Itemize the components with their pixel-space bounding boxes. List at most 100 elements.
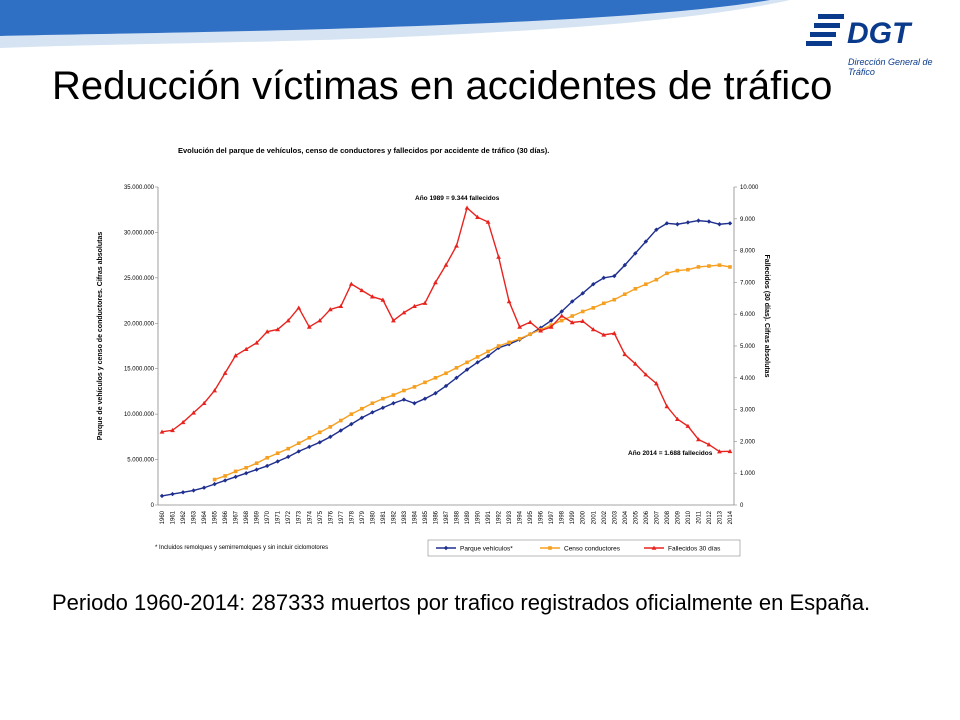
- x-tick-label: 2005: [633, 510, 639, 524]
- data-point: [338, 303, 344, 309]
- chart-title: Evolución del parque de vehículos, censo…: [178, 146, 549, 155]
- data-point: [559, 318, 564, 323]
- x-tick-label: 1986: [433, 510, 439, 524]
- y2-tick-label: 1.000: [740, 471, 756, 477]
- data-point: [222, 478, 228, 483]
- y2-tick-label: 4.000: [740, 376, 756, 382]
- data-point: [707, 264, 711, 268]
- data-point: [264, 463, 270, 469]
- data-point: [686, 267, 690, 272]
- data-point: [222, 370, 228, 375]
- data-point: [622, 262, 628, 268]
- logo-subtitle: Dirección General de Tráfico: [848, 57, 933, 77]
- data-point: [212, 477, 217, 482]
- y2-tick-label: 10.000: [740, 185, 759, 191]
- data-point: [412, 303, 417, 309]
- data-point: [191, 488, 196, 493]
- slide-body: Periodo 1960-2014: 287333 muertos por tr…: [52, 590, 871, 615]
- x-tick-label: 1960: [160, 510, 166, 524]
- data-point: [275, 451, 280, 456]
- data-point: [569, 320, 575, 325]
- data-point: [317, 430, 322, 435]
- data-point: [275, 459, 280, 464]
- y2-tick-label: 0: [740, 503, 744, 509]
- x-tick-label: 1975: [318, 510, 324, 524]
- x-tick-label: 2011: [696, 510, 702, 524]
- data-point: [212, 388, 217, 393]
- x-tick-label: 1987: [444, 510, 450, 524]
- data-point: [159, 493, 165, 499]
- annotation: Año 1989 = 9.344 fallecidos: [415, 195, 500, 202]
- x-tick-label: 1969: [255, 510, 261, 524]
- logo-name: DGT: [847, 17, 913, 50]
- data-point: [401, 310, 407, 315]
- data-point: [159, 429, 165, 434]
- data-point: [727, 221, 733, 226]
- series-line: [161, 206, 731, 453]
- data-point: [485, 353, 491, 359]
- x-tick-label: 1984: [412, 510, 418, 524]
- data-point: [306, 324, 312, 329]
- legend-marker: [443, 545, 449, 551]
- x-tick-label: 1976: [328, 510, 334, 524]
- data-point: [264, 329, 270, 334]
- data-point: [170, 427, 175, 433]
- x-tick-label: 2010: [686, 510, 692, 524]
- y-axis-label: Parque de vehículos y censo de conductor…: [97, 232, 104, 441]
- x-tick-label: 2013: [717, 510, 723, 524]
- y2-tick-label: 3.000: [740, 408, 756, 414]
- data-point: [443, 383, 449, 389]
- y-tick-label: 35.000.000: [124, 185, 155, 191]
- data-point: [475, 360, 480, 365]
- data-point: [517, 336, 522, 341]
- data-point: [685, 423, 691, 428]
- data-point: [580, 309, 585, 314]
- x-tick-label: 2006: [644, 510, 650, 524]
- y-tick-label: 20.000.000: [124, 321, 155, 327]
- data-point: [443, 262, 449, 267]
- data-point: [381, 396, 385, 401]
- data-point: [548, 324, 554, 329]
- y-tick-label: 10.000.000: [124, 412, 155, 418]
- data-point: [170, 491, 175, 497]
- x-tick-label: 1990: [476, 510, 482, 524]
- data-point: [339, 418, 343, 423]
- data-point: [685, 220, 691, 225]
- data-point: [706, 442, 712, 447]
- data-point: [570, 314, 575, 318]
- data-point: [285, 318, 291, 323]
- data-point: [180, 419, 186, 425]
- data-point: [464, 367, 470, 372]
- x-tick-label: 2009: [675, 510, 681, 524]
- x-tick-label: 1997: [549, 510, 555, 524]
- data-point: [275, 327, 281, 332]
- data-point: [254, 467, 259, 472]
- x-tick-label: 1968: [244, 510, 250, 524]
- data-point: [717, 449, 722, 454]
- data-point: [580, 291, 585, 296]
- data-point: [349, 421, 354, 427]
- data-point: [675, 222, 680, 227]
- x-tick-label: 2003: [612, 510, 618, 524]
- data-point: [527, 319, 533, 324]
- data-point: [665, 271, 669, 276]
- x-tick-label: 2007: [654, 510, 660, 524]
- data-point: [244, 465, 248, 470]
- data-point: [254, 461, 259, 466]
- data-point: [433, 376, 438, 380]
- data-point: [444, 371, 448, 376]
- data-point: [369, 294, 375, 299]
- logo-icon: [806, 14, 844, 46]
- data-point: [328, 434, 333, 440]
- data-point: [664, 404, 670, 409]
- data-point: [391, 393, 396, 397]
- x-tick-label: 1996: [539, 510, 545, 524]
- data-point: [307, 444, 312, 450]
- legend-label: Censo conductores: [564, 546, 621, 553]
- data-point: [643, 372, 649, 377]
- data-point: [664, 221, 670, 226]
- data-point: [644, 282, 648, 287]
- data-point: [201, 485, 207, 490]
- x-tick-label: 1983: [402, 510, 408, 524]
- x-tick-label: 1982: [391, 510, 397, 524]
